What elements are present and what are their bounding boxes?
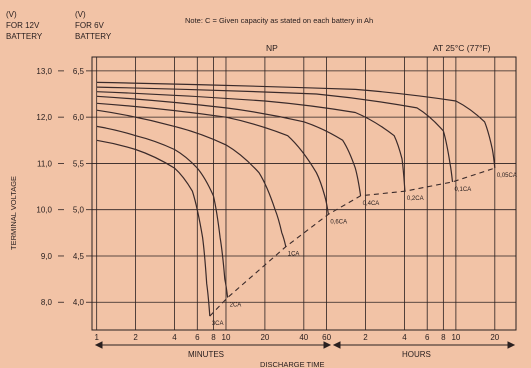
x-tick-label: 60 bbox=[322, 333, 331, 342]
hours-range-right-arrow bbox=[507, 341, 516, 349]
x-tick-label: 4 bbox=[402, 333, 407, 342]
hours-range-left-arrow bbox=[332, 341, 341, 349]
x-axis-title: DISCHARGE TIME bbox=[260, 360, 324, 368]
y-tick-label-6v: 5,0 bbox=[73, 206, 85, 215]
curve-label: 2CA bbox=[230, 303, 242, 309]
y-tick-label-6v: 6,0 bbox=[73, 113, 85, 122]
y-header-12v-line: (V) bbox=[6, 10, 17, 19]
y-header-6v-line: (V) bbox=[75, 10, 86, 19]
x-tick-label: 6 bbox=[195, 333, 200, 342]
y-tick-label-6v: 4,0 bbox=[73, 298, 85, 307]
y-tick-label-12v: 9,0 bbox=[41, 252, 53, 261]
y-tick-label-12v: 8,0 bbox=[41, 298, 53, 307]
discharge-curve bbox=[96, 81, 496, 169]
x-group-hours: HOURS bbox=[402, 350, 431, 359]
plot-area: 13,0 6,5 12,0 6,0 11,0 5,5 10,0 5,0 9,0 4,5 8,0 4,0… bbox=[36, 56, 517, 342]
y-header-6v: (V) FOR 6V BATTERY bbox=[75, 10, 112, 41]
y-tick-label-6v: 6,5 bbox=[73, 67, 85, 76]
curve-label: 3CA bbox=[212, 321, 224, 327]
curve-label: 0,05CA bbox=[497, 173, 517, 179]
x-tick-label: 6 bbox=[425, 333, 430, 342]
minutes-range-left-arrow bbox=[94, 341, 103, 349]
series-label-np: NP bbox=[266, 43, 278, 53]
y-header-12v-line: BATTERY bbox=[6, 32, 43, 41]
x-tick-label: 10 bbox=[222, 333, 231, 342]
curve-label: 0,1CA bbox=[455, 187, 472, 193]
y-header-12v-line: FOR 12V bbox=[6, 21, 40, 30]
y-header-12v: (V) FOR 12V BATTERY bbox=[6, 10, 43, 41]
discharge-curve bbox=[96, 125, 229, 298]
curve-label: 0,4CA bbox=[363, 201, 380, 207]
curve-label: 1CA bbox=[288, 252, 300, 258]
y-tick-label-12v: 12,0 bbox=[36, 113, 52, 122]
y-header-6v-line: FOR 6V bbox=[75, 21, 105, 30]
y-tick-label-12v: 10,0 bbox=[36, 206, 52, 215]
y-axis-title: TERMINAL VOLTAGE bbox=[9, 176, 18, 250]
y-tick-label-6v: 4,5 bbox=[73, 252, 85, 261]
cutoff-voltage-line bbox=[209, 167, 495, 317]
y-header-6v-line: BATTERY bbox=[75, 32, 112, 41]
minutes-range-right-arrow bbox=[323, 341, 332, 349]
x-group-minutes: MINUTES bbox=[188, 350, 224, 359]
x-tick-label: 4 bbox=[172, 333, 177, 342]
x-group-markers bbox=[94, 341, 516, 349]
discharge-curve bbox=[96, 109, 287, 247]
discharge-curve bbox=[96, 91, 406, 192]
y-tick-label-12v: 13,0 bbox=[36, 67, 52, 76]
discharge-curve bbox=[96, 86, 454, 182]
x-tick-label: 8 bbox=[441, 333, 446, 342]
discharge-curve bbox=[96, 95, 362, 196]
x-tick-label: 2 bbox=[133, 333, 138, 342]
temperature-label: AT 25°C (77°F) bbox=[433, 43, 491, 53]
y-tick-label-12v: 11,0 bbox=[37, 159, 53, 168]
chart-note: Note: C = Given capacity as stated on ea… bbox=[185, 16, 373, 25]
curve-label: 0,6CA bbox=[330, 219, 347, 225]
x-tick-label: 2 bbox=[363, 333, 368, 342]
discharge-curve bbox=[96, 139, 211, 317]
x-tick-label: 10 bbox=[451, 333, 460, 342]
x-tick-label: 40 bbox=[299, 333, 308, 342]
y-tick-label-6v: 5,5 bbox=[73, 159, 85, 168]
curve-label: 0,2CA bbox=[407, 196, 424, 202]
x-tick-label: 1 bbox=[94, 333, 99, 342]
x-tick-label: 20 bbox=[260, 333, 269, 342]
discharge-curve bbox=[96, 102, 329, 215]
x-tick-label: 8 bbox=[211, 333, 216, 342]
x-tick-label: 20 bbox=[490, 333, 499, 342]
